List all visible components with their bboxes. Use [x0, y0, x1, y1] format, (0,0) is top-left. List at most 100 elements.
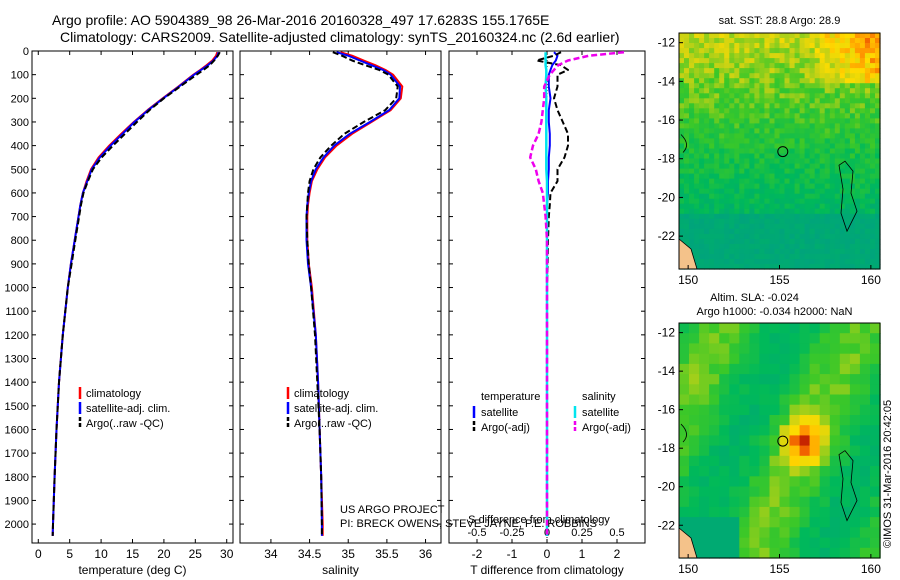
map-cell — [849, 537, 861, 549]
temperature-xtick-label: 10 — [94, 547, 108, 561]
map-cell — [875, 83, 881, 89]
map-cell — [709, 213, 715, 220]
map-cell — [804, 63, 811, 69]
map-cell — [839, 547, 851, 559]
map-cell — [854, 68, 861, 74]
map-cell — [814, 53, 821, 59]
map-cell — [859, 243, 866, 250]
map-cell — [744, 198, 750, 205]
depth-tick-label: 1200 — [5, 330, 29, 342]
map-cell — [714, 98, 720, 104]
map-cell — [839, 158, 846, 165]
map-cell — [774, 98, 781, 104]
map-cell — [699, 238, 705, 245]
map-cell — [875, 264, 881, 270]
map-cell — [804, 243, 811, 250]
map-cell — [684, 183, 690, 190]
map-cell — [839, 353, 851, 365]
map-cell — [724, 138, 730, 144]
map-cell — [759, 113, 765, 119]
map-cell — [739, 238, 745, 245]
map-cell — [769, 173, 776, 180]
map-cell — [834, 259, 841, 265]
map-cell — [779, 168, 786, 175]
map-cell — [809, 153, 816, 160]
map-cell — [749, 138, 755, 144]
map-cell — [714, 233, 720, 240]
map-cell — [699, 183, 705, 190]
map-cell — [704, 188, 710, 195]
map-cell — [774, 113, 781, 119]
map-cell — [744, 83, 750, 89]
map-cell — [689, 83, 695, 89]
map-cell — [719, 68, 725, 74]
map-cell — [729, 496, 740, 508]
map-cell — [704, 73, 710, 79]
map-cell — [714, 213, 720, 220]
map-cell — [724, 123, 730, 129]
map-cell — [859, 173, 866, 180]
map-cell — [799, 264, 806, 270]
salinity-chart: 34 34.5 35 35.5 36salinityclimatologysatelli… — [239, 50, 442, 577]
map-cell — [689, 93, 695, 99]
map-cell — [684, 153, 690, 160]
map-cell — [859, 253, 866, 260]
map-cell — [849, 38, 856, 44]
map-cell — [804, 53, 811, 59]
map-cell — [749, 163, 755, 170]
map-cell — [859, 238, 866, 245]
map-cell — [689, 138, 695, 144]
map-cell — [839, 228, 846, 235]
map-cell — [769, 108, 776, 114]
map-cell — [870, 68, 876, 74]
map-cell — [719, 48, 725, 54]
map-cell — [739, 223, 745, 230]
map-cell — [749, 353, 761, 365]
map-cell — [799, 128, 806, 134]
map-cell — [744, 68, 750, 74]
map-cell — [859, 537, 871, 549]
map-cell — [875, 203, 881, 210]
map-cell — [854, 83, 861, 89]
map-cell — [819, 323, 831, 334]
map-cell — [789, 228, 796, 235]
map-cell — [704, 158, 710, 165]
map-cell — [779, 238, 786, 245]
map-cell — [764, 233, 770, 240]
map-cell — [719, 103, 725, 109]
map-cell — [724, 183, 730, 190]
map-cell — [799, 253, 806, 260]
map-cell — [684, 188, 690, 195]
map-cell — [759, 223, 765, 230]
map-cell — [799, 78, 806, 84]
map-cell — [809, 203, 816, 210]
map-cell — [714, 188, 720, 195]
map-cell — [764, 264, 770, 270]
depth-tick-label: 1600 — [5, 424, 29, 436]
map-cell — [704, 128, 710, 134]
map-cell — [764, 88, 770, 94]
map-cell — [875, 93, 881, 99]
map-cell — [759, 445, 771, 457]
map-cell — [859, 103, 866, 109]
map-cell — [709, 33, 715, 39]
map-cell — [839, 113, 846, 119]
map-cell — [739, 455, 750, 467]
map-cell — [870, 208, 876, 215]
map-cell — [749, 98, 755, 104]
map-cell — [854, 259, 861, 265]
legend-entry: climatology — [86, 388, 142, 400]
map-cell — [694, 68, 700, 74]
map-cell — [859, 118, 866, 124]
map-cell — [824, 223, 831, 230]
lat-tick-label: -14 — [658, 74, 676, 88]
map-cell — [844, 58, 851, 64]
map-cell — [839, 143, 846, 150]
map-cell — [759, 158, 765, 165]
map-cell — [699, 466, 710, 477]
map-cell — [794, 63, 801, 69]
map-cell — [789, 198, 796, 205]
map-cell — [739, 243, 745, 250]
map-cell — [799, 445, 811, 457]
map-cell — [829, 153, 836, 160]
